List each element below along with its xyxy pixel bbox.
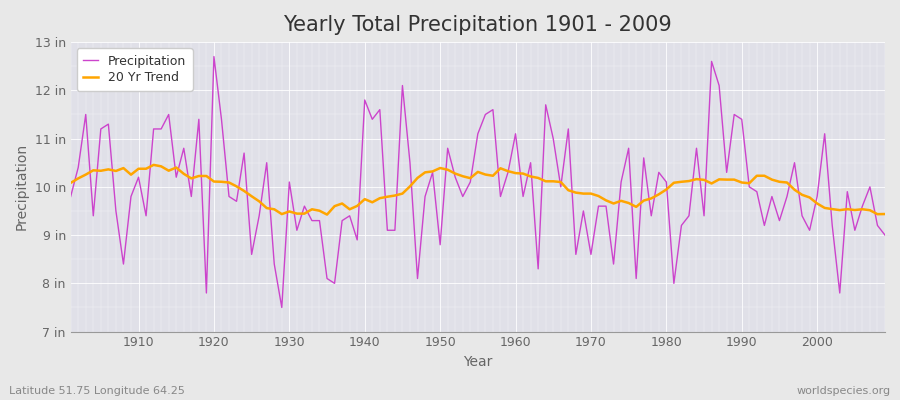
20 Yr Trend [321, 212, 332, 217]
Precipitation [616, 180, 626, 184]
Precipitation [307, 218, 318, 223]
Precipitation [276, 305, 287, 310]
20 Yr Trend [518, 171, 528, 176]
Precipitation [526, 160, 536, 165]
Line: Precipitation: Precipitation [71, 56, 885, 308]
20 Yr Trend [299, 211, 310, 216]
Precipitation [209, 54, 220, 59]
Text: Latitude 51.75 Longitude 64.25: Latitude 51.75 Longitude 64.25 [9, 386, 184, 396]
Text: worldspecies.org: worldspecies.org [796, 386, 891, 396]
Y-axis label: Precipitation: Precipitation [15, 143, 29, 230]
Precipitation [518, 194, 528, 199]
Precipitation [126, 194, 137, 199]
20 Yr Trend [879, 212, 890, 216]
Precipitation [66, 194, 77, 199]
20 Yr Trend [66, 180, 77, 185]
20 Yr Trend [126, 172, 137, 177]
X-axis label: Year: Year [464, 355, 492, 369]
20 Yr Trend [352, 204, 363, 208]
Precipitation [879, 233, 890, 238]
20 Yr Trend [148, 162, 159, 167]
Precipitation [352, 238, 363, 242]
Title: Yearly Total Precipitation 1901 - 2009: Yearly Total Precipitation 1901 - 2009 [284, 15, 672, 35]
Legend: Precipitation, 20 Yr Trend: Precipitation, 20 Yr Trend [76, 48, 193, 91]
Line: 20 Yr Trend: 20 Yr Trend [71, 165, 885, 214]
20 Yr Trend [526, 174, 536, 179]
20 Yr Trend [616, 198, 626, 203]
